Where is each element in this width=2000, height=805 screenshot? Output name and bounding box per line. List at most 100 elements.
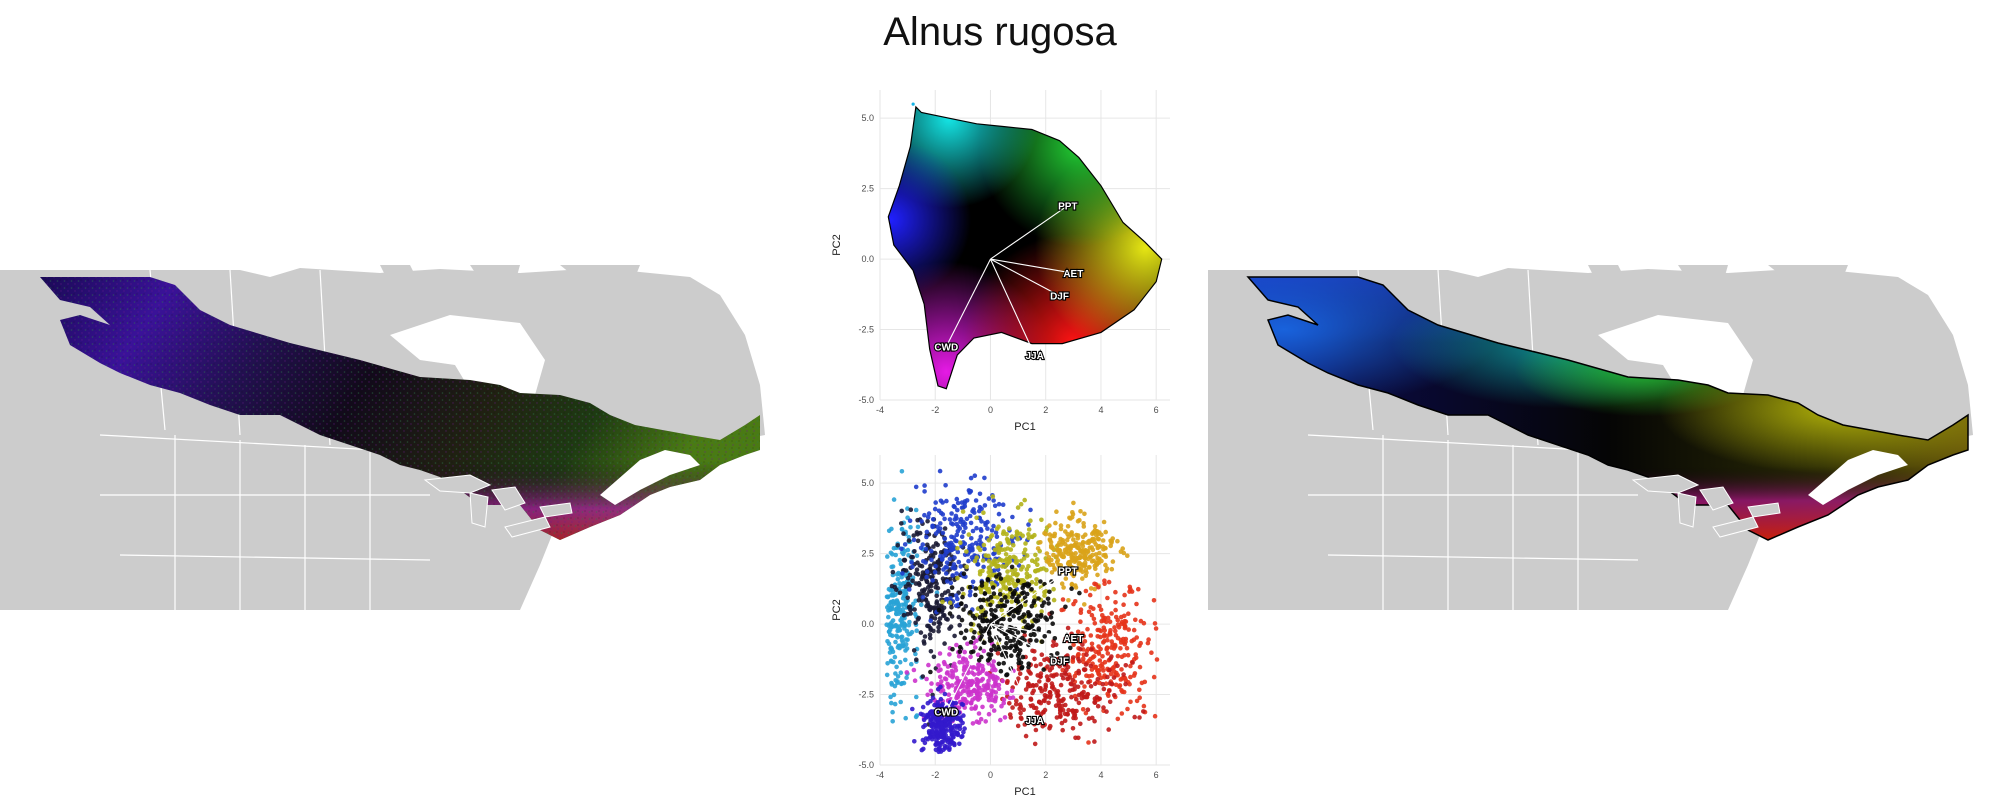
- data-point: [945, 664, 951, 669]
- data-point: [970, 528, 976, 534]
- data-point: [929, 557, 934, 563]
- data-point: [1049, 570, 1055, 575]
- data-point: [1136, 586, 1141, 592]
- data-point: [954, 496, 960, 502]
- hull-outline: [887, 105, 1163, 390]
- data-point: [1089, 612, 1095, 618]
- data-point: [921, 717, 927, 723]
- data-point: [1086, 609, 1092, 615]
- data-point: [991, 708, 997, 713]
- data-point: [947, 652, 952, 657]
- data-point: [910, 578, 915, 584]
- data-point: [914, 694, 919, 700]
- arctic-islands: [1588, 265, 1848, 295]
- data-point: [1085, 548, 1090, 554]
- hudson-bay: [1598, 315, 1753, 405]
- data-point: [985, 597, 991, 602]
- data-point: [1071, 573, 1076, 579]
- data-point: [973, 592, 978, 598]
- data-point: [947, 600, 953, 605]
- data-point: [1151, 674, 1157, 680]
- data-point: [902, 542, 908, 547]
- data-point: [1016, 657, 1022, 662]
- data-point: [1092, 621, 1098, 626]
- data-point: [972, 558, 978, 564]
- data-point: [969, 670, 975, 675]
- data-point: [918, 545, 924, 551]
- data-point: [1122, 592, 1127, 598]
- data-point: [942, 590, 948, 595]
- data-point: [1005, 679, 1010, 684]
- data-point: [1001, 603, 1006, 608]
- data-point: [959, 500, 965, 505]
- data-point: [988, 673, 994, 678]
- data-point: [1058, 563, 1064, 568]
- data-point: [1113, 682, 1119, 688]
- data-point: [1024, 553, 1030, 558]
- data-point: [986, 678, 991, 684]
- data-point: [921, 746, 926, 752]
- data-point: [1137, 695, 1142, 700]
- data-point: [1130, 660, 1135, 665]
- data-point: [1118, 640, 1124, 645]
- data-point: [993, 690, 999, 695]
- data-point: [1060, 727, 1065, 733]
- data-point: [1098, 646, 1103, 652]
- data-point: [989, 704, 994, 709]
- data-point: [1045, 596, 1051, 602]
- data-point: [1101, 519, 1107, 525]
- data-point: [1137, 687, 1142, 693]
- data-point: [1055, 548, 1060, 553]
- data-point: [967, 592, 973, 598]
- data-point: [1058, 523, 1064, 528]
- data-point: [973, 498, 979, 503]
- data-point: [1006, 526, 1012, 531]
- data-point: [1055, 689, 1061, 694]
- data-point: [920, 595, 926, 600]
- data-point: [904, 675, 909, 680]
- data-point: [1063, 702, 1068, 708]
- data-point: [989, 528, 995, 533]
- data-point: [954, 532, 960, 538]
- data-point: [1004, 672, 1009, 678]
- data-point: [993, 530, 999, 535]
- data-point: [931, 654, 937, 660]
- data-point: [1015, 723, 1021, 729]
- data-point: [1046, 700, 1051, 706]
- data-point: [960, 689, 966, 694]
- data-point: [975, 677, 981, 683]
- data-point: [910, 706, 915, 712]
- data-point: [944, 560, 950, 565]
- data-point: [1049, 673, 1054, 678]
- data-point: [1051, 586, 1056, 592]
- data-point: [960, 522, 966, 528]
- data-point: [1000, 502, 1006, 507]
- data-point: [892, 701, 898, 707]
- data-point: [893, 607, 898, 612]
- vector-label-aet: AET: [1063, 269, 1083, 280]
- data-point: [1060, 538, 1066, 543]
- data-point: [1057, 551, 1062, 557]
- data-point: [1082, 602, 1087, 607]
- data-point: [1068, 552, 1074, 557]
- data-point: [1027, 573, 1032, 579]
- data-point: [1098, 663, 1103, 669]
- pca-biplot-hull: PPT AET DJF JJA CWD -4 -2 0 2 4 6 -5.0 -2.5 0.0 2.5 5.…: [831, 90, 1170, 433]
- data-point: [917, 582, 922, 588]
- data-point: [1097, 556, 1102, 562]
- data-point: [988, 602, 993, 608]
- data-point: [1007, 617, 1013, 623]
- data-point: [959, 586, 965, 592]
- data-point: [888, 658, 894, 664]
- data-point: [1084, 652, 1089, 657]
- data-point: [908, 525, 913, 530]
- data-point: [938, 521, 943, 526]
- data-point: [987, 631, 992, 637]
- data-point: [956, 705, 962, 710]
- data-point: [1096, 584, 1101, 590]
- data-point: [951, 735, 956, 740]
- data-point: [1078, 607, 1084, 612]
- data-point: [1152, 713, 1158, 719]
- data-point: [976, 508, 982, 514]
- data-point: [895, 543, 900, 548]
